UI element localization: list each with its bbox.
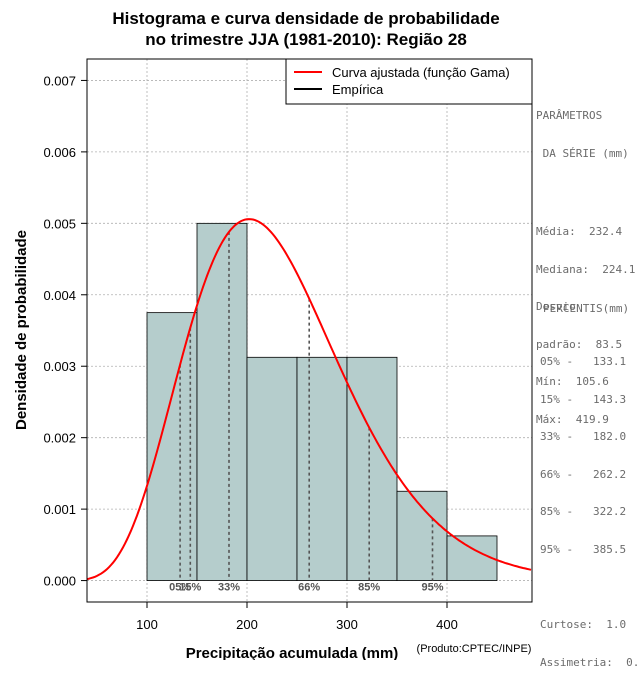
percentil-line: 95% - 385.5 <box>540 542 627 556</box>
histogram-bars <box>146 222 498 581</box>
histogram-bar <box>246 356 298 581</box>
y-tick-label: 0.003 <box>43 359 76 374</box>
histogram-bar <box>346 356 398 581</box>
x-axis-label: Precipitação acumulada (mm) <box>186 645 399 660</box>
percentile-label: 15% <box>179 582 201 594</box>
stat-curtose: Curtose: 1.0 <box>540 618 627 631</box>
histogram-chart: Histograma e curva densidade de probabil… <box>13 9 533 660</box>
histogram-bar <box>196 222 248 581</box>
histogram-bar <box>296 356 348 581</box>
percentile-label: 05% <box>169 582 191 594</box>
legend: Curva ajustada (função Gama) Empírica <box>285 58 533 105</box>
percentil-line: 66% - 262.2 <box>540 467 627 481</box>
param-desvio-1: Desvio <box>536 300 576 313</box>
param-media: Média: 232.4 <box>536 225 623 238</box>
percentile-lines <box>179 231 434 581</box>
percentil-line: 85% - 322.2 <box>540 505 627 518</box>
param-min: Mín: 105.6 <box>536 375 609 388</box>
gamma-curve <box>86 218 532 581</box>
parameters-heading-1: PARÂMETROS <box>536 109 603 122</box>
percentis-heading: PERCENTIS(mm) <box>543 302 630 315</box>
y-axis-label: Densidade de probabilidade <box>13 230 30 430</box>
legend-label: Curva ajustada (função Gama) <box>332 65 510 80</box>
percentil-line: 15% - 143.3 <box>540 392 627 406</box>
legend-label: Empírica <box>332 82 384 97</box>
percentile-label: 66% <box>298 582 320 594</box>
y-tick-label: 0.004 <box>43 288 76 303</box>
y-tick-label: 0.000 <box>43 574 76 589</box>
x-tick-label: 300 <box>336 617 358 632</box>
y-tick-label: 0.001 <box>43 502 76 517</box>
y-tick-label: 0.006 <box>43 145 76 160</box>
histogram-bar <box>396 490 448 581</box>
legend-box <box>285 58 533 105</box>
percentile-labels: 05%15% 33% 66% 85% 95% <box>169 582 444 594</box>
percentis-panel: 05% - 133.1 15% - 143.3 33% - 182.0 66% … <box>540 331 640 682</box>
title-line: no trimestre JJA (1981-2010): Região 28 <box>145 30 467 49</box>
parameters-panel: PARÂMETROS DA SÉRIE (mm) Média: 232.4 Me… <box>536 85 635 439</box>
param-mediana: Mediana: 224.1 <box>536 262 636 276</box>
y-tick-label: 0.002 <box>43 431 76 446</box>
y-tick-label: 0.007 <box>43 73 76 88</box>
credit-label: (Produto:CPTEC/INPE) <box>417 643 532 655</box>
param-max: Máx: 419.9 <box>536 412 609 426</box>
percentile-label: 85% <box>358 582 380 594</box>
x-tick-label: 200 <box>236 617 258 632</box>
percentile-label: 95% <box>421 582 443 594</box>
histogram-bar <box>146 312 198 581</box>
x-tick-label: 400 <box>436 617 458 632</box>
percentile-label: 33% <box>218 582 240 594</box>
param-desvio-2: padrão: 83.5 <box>536 337 623 351</box>
title-line: Histograma e curva densidade de probabil… <box>112 9 499 28</box>
percentil-line: 05% - 133.1 <box>540 355 627 368</box>
stat-assimetria: Assimetria: 0.5 <box>540 655 640 669</box>
percentil-line: 33% - 182.0 <box>540 430 627 443</box>
y-tick-label: 0.005 <box>43 216 76 231</box>
x-tick-label: 100 <box>136 617 158 632</box>
gamma-curve-path <box>86 218 532 581</box>
chart-title: Histograma e curva densidade de probabil… <box>112 9 499 49</box>
axes: 100 200 300 400 0.000 0.001 0.002 0.003 0.004 0.0… <box>13 73 531 660</box>
histogram-bar <box>446 535 498 581</box>
parameters-heading-2: DA SÉRIE (mm) <box>536 146 629 160</box>
